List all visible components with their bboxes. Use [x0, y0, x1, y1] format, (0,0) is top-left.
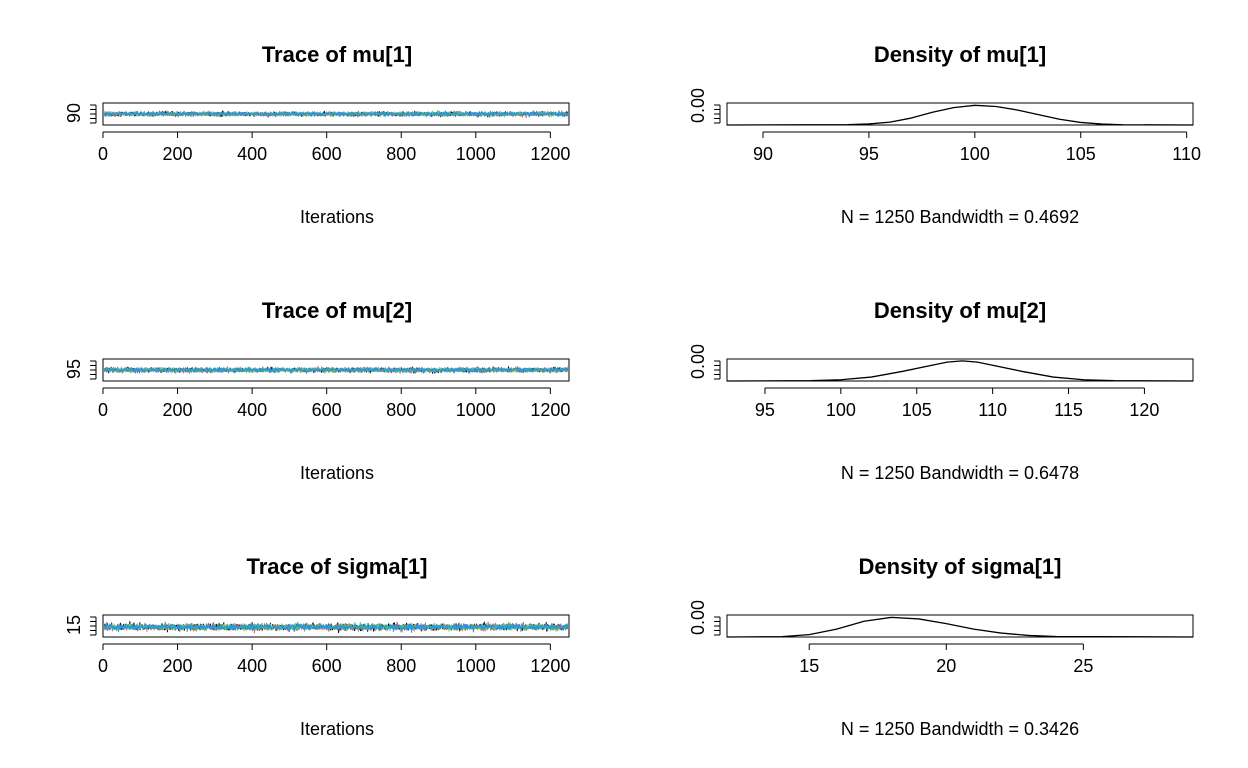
panel-density-mu2: Density of mu[2] 95 100 105 110 115 120 0.00 … [688, 298, 1194, 483]
x-tick-label: 1200 [530, 400, 570, 420]
x-tick-label: 110 [978, 400, 1007, 420]
x-tick-label: 600 [312, 656, 342, 676]
x-tick-label: 105 [1066, 144, 1096, 164]
plot-frame [102, 102, 570, 126]
x-axis-label: Iterations [300, 719, 374, 739]
x-tick-label: 200 [163, 656, 193, 676]
x-axis: 0 200 400 600 800 1000 1200 [98, 387, 570, 420]
x-axis-label: Iterations [300, 463, 374, 483]
density-curve-layer [726, 616, 1194, 638]
chain-trace-4 [104, 365, 568, 375]
plot-frame [726, 358, 1194, 382]
x-tick-label: 800 [386, 400, 416, 420]
x-axis-label: N = 1250 Bandwidth = 0.3426 [841, 719, 1079, 739]
panel-title: Density of mu[1] [874, 42, 1046, 67]
x-tick-label: 1000 [456, 400, 496, 420]
panel-title: Trace of mu[1] [262, 42, 412, 67]
chain-traces [104, 365, 568, 375]
chain-trace-4 [104, 109, 568, 118]
x-axis: 95 100 105 110 115 120 [755, 387, 1159, 420]
x-tick-label: 1000 [456, 656, 496, 676]
x-axis-label: N = 1250 Bandwidth = 0.6478 [841, 463, 1079, 483]
x-tick-label: 1200 [530, 144, 570, 164]
y-tick-label: 0.00 [688, 600, 708, 635]
y-tick-label: 15 [64, 615, 84, 635]
panel-title: Density of sigma[1] [859, 554, 1062, 579]
x-tick-label: 20 [936, 656, 956, 676]
x-tick-label: 400 [237, 656, 267, 676]
x-tick-label: 0 [98, 400, 108, 420]
y-tick-label: 95 [64, 359, 84, 379]
x-axis: 0 200 400 600 800 1000 1200 [98, 643, 570, 676]
plot-frame [102, 358, 570, 382]
plot-frame [726, 102, 1194, 126]
x-tick-label: 800 [386, 656, 416, 676]
panel-trace-mu2: Trace of mu[2] 0 200 400 600 800 1000 1200 95 … [64, 298, 570, 483]
x-tick-label: 95 [859, 144, 879, 164]
panel-trace-mu1: Trace of mu[1] 0 200 400 600 800 1000 1200 90 … [64, 42, 570, 227]
x-tick-label: 115 [1054, 400, 1083, 420]
x-axis: 90 95 100 105 110 [753, 131, 1201, 164]
y-axis: 0.00 [688, 344, 721, 380]
chain-traces [104, 621, 568, 634]
density-curve-layer [726, 360, 1194, 382]
y-axis: 0.00 [688, 600, 721, 636]
density-curve [726, 360, 1194, 382]
x-axis: 15 20 25 [799, 643, 1093, 676]
y-axis: 95 [64, 359, 97, 380]
panel-title: Density of mu[2] [874, 298, 1046, 323]
x-tick-label: 400 [237, 144, 267, 164]
panel-trace-sigma1: Trace of sigma[1] 0 200 400 600 800 1000 1200 … [64, 554, 570, 739]
y-tick-label: 90 [64, 103, 84, 123]
x-tick-label: 200 [163, 400, 193, 420]
x-tick-label: 1200 [530, 656, 570, 676]
x-axis-label: N = 1250 Bandwidth = 0.4692 [841, 207, 1079, 227]
y-tick-label: 0.00 [688, 344, 708, 379]
x-tick-label: 800 [386, 144, 416, 164]
x-axis: 0 200 400 600 800 1000 1200 [98, 131, 570, 164]
chain-traces [104, 109, 568, 119]
y-axis: 90 [64, 103, 97, 124]
x-tick-label: 600 [312, 400, 342, 420]
x-tick-label: 400 [237, 400, 267, 420]
x-tick-label: 110 [1172, 144, 1201, 164]
x-tick-label: 1000 [456, 144, 496, 164]
x-tick-label: 200 [163, 144, 193, 164]
panel-title: Trace of sigma[1] [247, 554, 428, 579]
x-tick-label: 120 [1129, 400, 1159, 420]
x-tick-label: 90 [753, 144, 773, 164]
x-tick-label: 15 [799, 656, 819, 676]
y-axis: 15 [64, 615, 97, 636]
x-tick-label: 105 [902, 400, 932, 420]
chain-trace-4 [104, 621, 568, 633]
panel-title: Trace of mu[2] [262, 298, 412, 323]
y-axis: 0.00 [688, 88, 721, 124]
x-tick-label: 100 [960, 144, 990, 164]
x-tick-label: 25 [1073, 656, 1093, 676]
x-tick-label: 0 [98, 144, 108, 164]
panel-density-sigma1: Density of sigma[1] 15 20 25 0.00 N = 1250… [688, 554, 1194, 739]
density-curve [726, 616, 1194, 638]
x-axis-label: Iterations [300, 207, 374, 227]
density-curve-layer [726, 104, 1194, 126]
x-tick-label: 0 [98, 656, 108, 676]
x-tick-label: 600 [312, 144, 342, 164]
x-tick-label: 100 [826, 400, 856, 420]
y-tick-label: 0.00 [688, 88, 708, 123]
panel-density-mu1: Density of mu[1] 90 95 100 105 110 0.00 N = … [688, 42, 1201, 227]
density-curve [726, 104, 1194, 126]
plot-frame [726, 614, 1194, 638]
x-tick-label: 95 [755, 400, 775, 420]
plot-frame [102, 614, 570, 638]
